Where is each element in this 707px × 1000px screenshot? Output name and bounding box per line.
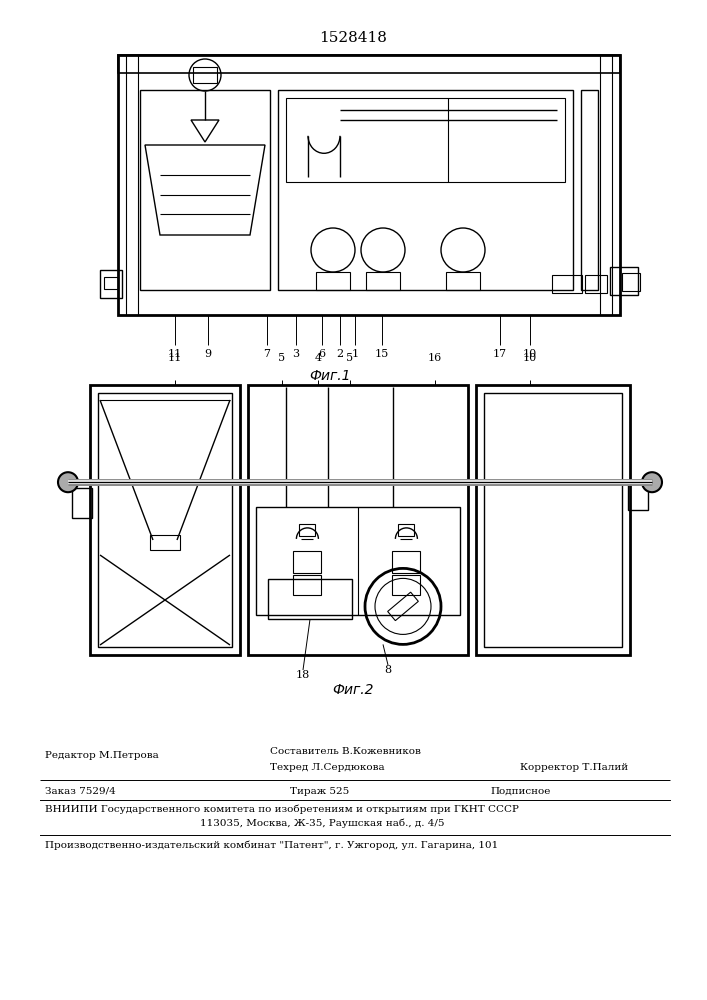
Text: 3: 3 — [293, 349, 300, 359]
Text: Корректор Т.Палий: Корректор Т.Палий — [520, 763, 628, 772]
Text: 10: 10 — [523, 353, 537, 363]
Bar — [476, 385, 630, 655]
Text: 1528418: 1528418 — [319, 31, 387, 45]
Text: Производственно-издательский комбинат "Патент", г. Ужгород, ул. Гагарина, 101: Производственно-издательский комбинат "П… — [45, 841, 498, 850]
Text: 11: 11 — [168, 353, 182, 363]
Bar — [392, 551, 421, 573]
Bar — [316, 272, 350, 290]
Bar — [399, 524, 414, 536]
Text: Редактор М.Петрова: Редактор М.Петрова — [45, 751, 159, 760]
Bar — [610, 267, 638, 295]
Text: Составитель В.Кожевников: Составитель В.Кожевников — [270, 747, 421, 756]
Text: 15: 15 — [375, 349, 389, 359]
Text: Фиг.1: Фиг.1 — [309, 369, 351, 383]
Bar — [484, 393, 622, 647]
Bar — [150, 535, 180, 550]
Text: 2: 2 — [337, 349, 344, 359]
Bar — [600, 55, 612, 315]
Bar — [581, 90, 598, 290]
Bar — [98, 393, 232, 647]
Text: Фиг.2: Фиг.2 — [332, 683, 374, 697]
Bar — [100, 270, 122, 298]
Bar — [585, 275, 607, 293]
Bar — [118, 55, 620, 315]
Bar — [140, 90, 270, 290]
Bar — [446, 272, 480, 290]
Bar — [193, 67, 217, 83]
Text: 9: 9 — [204, 349, 211, 359]
Text: 1: 1 — [351, 349, 358, 359]
Bar — [118, 55, 620, 73]
Bar — [248, 385, 468, 655]
Text: 113035, Москва, Ж-35, Раушская наб., д. 4/5: 113035, Москва, Ж-35, Раушская наб., д. … — [200, 819, 445, 828]
Text: 10: 10 — [523, 349, 537, 359]
Text: 6: 6 — [318, 349, 325, 359]
Text: 16: 16 — [428, 353, 442, 363]
Bar — [90, 385, 240, 655]
Text: 18: 18 — [296, 670, 310, 680]
Text: Тираж 525: Тираж 525 — [290, 787, 349, 796]
Text: 11: 11 — [168, 349, 182, 359]
Bar — [622, 273, 640, 291]
Bar — [278, 90, 573, 290]
Text: 8: 8 — [385, 665, 392, 675]
Bar — [286, 98, 565, 182]
Bar — [126, 55, 138, 315]
Bar — [293, 551, 322, 573]
Bar — [628, 482, 648, 510]
Bar — [299, 524, 315, 536]
Text: 5: 5 — [279, 353, 286, 363]
Bar — [104, 277, 118, 289]
Text: Заказ 7529/4: Заказ 7529/4 — [45, 787, 116, 796]
Bar — [256, 506, 460, 614]
Text: 5: 5 — [346, 353, 354, 363]
Text: 7: 7 — [264, 349, 271, 359]
Text: Техред Л.Сердюкова: Техред Л.Сердюкова — [270, 763, 385, 772]
Bar — [552, 275, 582, 293]
Bar — [392, 575, 421, 595]
Bar — [366, 272, 400, 290]
Bar — [72, 488, 92, 518]
Circle shape — [642, 472, 662, 492]
Circle shape — [58, 472, 78, 492]
Text: 17: 17 — [493, 349, 507, 359]
Text: 4: 4 — [315, 353, 322, 363]
Text: ВНИИПИ Государственного комитета по изобретениям и открытиям при ГКНТ СССР: ВНИИПИ Государственного комитета по изоб… — [45, 805, 519, 814]
Text: Подписное: Подписное — [490, 787, 550, 796]
Bar — [268, 579, 352, 619]
Bar — [293, 575, 322, 595]
